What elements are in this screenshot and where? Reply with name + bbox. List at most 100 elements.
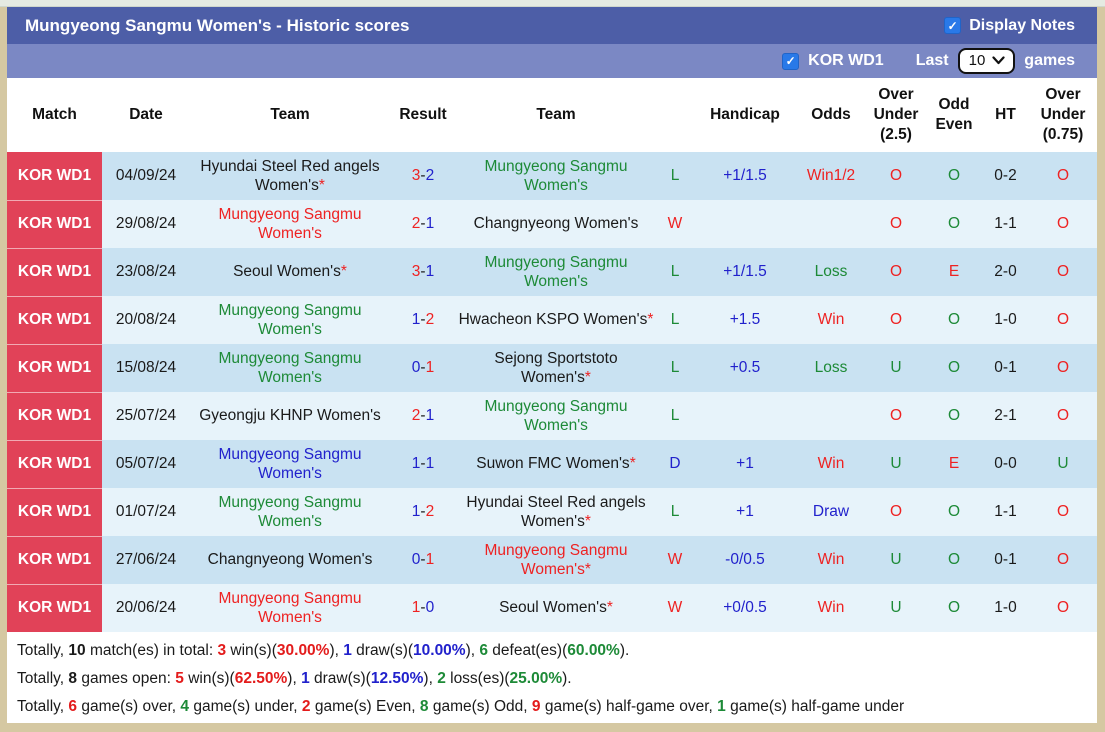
over-under-25-cell: U xyxy=(866,584,926,632)
col-odd-even: Odd Even xyxy=(926,78,982,152)
result-cell: 1-0 xyxy=(390,584,456,632)
last-games-value: 10 xyxy=(968,52,986,69)
date-cell: 01/07/24 xyxy=(102,488,190,536)
result-cell: 2-1 xyxy=(390,200,456,248)
over-under-25-cell: U xyxy=(866,344,926,392)
col-handicap: Handicap xyxy=(694,78,796,152)
wdl-cell: W xyxy=(656,536,694,584)
home-team-cell: Mungyeong Sangmu Women's xyxy=(190,488,390,536)
date-cell: 20/08/24 xyxy=(102,296,190,344)
wdl-cell: W xyxy=(656,200,694,248)
wdl-cell: L xyxy=(656,392,694,440)
odds-cell xyxy=(796,200,866,248)
away-team-cell: Seoul Women's* xyxy=(456,584,656,632)
handicap-cell: +1 xyxy=(694,488,796,536)
col-odds: Odds xyxy=(796,78,866,152)
ht-cell: 1-1 xyxy=(982,488,1029,536)
date-cell: 23/08/24 xyxy=(102,248,190,296)
home-team-cell: Mungyeong Sangmu Women's xyxy=(190,344,390,392)
over-under-075-cell: O xyxy=(1029,152,1097,200)
col-ht: HT xyxy=(982,78,1029,152)
col-match: Match xyxy=(7,78,102,152)
date-cell: 05/07/24 xyxy=(102,440,190,488)
summary-total-line: Totally, 10 match(es) in total: 3 win(s)… xyxy=(17,641,630,659)
content-panel: Mungyeong Sangmu Women's - Historic scor… xyxy=(7,7,1097,723)
handicap-cell: +1/1.5 xyxy=(694,152,796,200)
away-team-cell: Suwon FMC Women's* xyxy=(456,440,656,488)
over-under-075-cell: O xyxy=(1029,200,1097,248)
last-games-select[interactable]: 10 xyxy=(957,48,1016,74)
date-cell: 25/07/24 xyxy=(102,392,190,440)
wdl-cell: L xyxy=(656,488,694,536)
ht-cell: 0-1 xyxy=(982,344,1029,392)
over-under-075-cell: O xyxy=(1029,344,1097,392)
table-header-row: Match Date Team Result Team Handicap Odd… xyxy=(7,78,1097,152)
table-row: KOR WD1 04/09/24 Hyundai Steel Red angel… xyxy=(7,152,1097,201)
wdl-cell: L xyxy=(656,248,694,296)
table-row: KOR WD1 15/08/24 Mungyeong Sangmu Women'… xyxy=(7,344,1097,393)
match-league-cell: KOR WD1 xyxy=(7,536,102,585)
col-wdl xyxy=(656,78,694,152)
table-row: KOR WD1 01/07/24 Mungyeong Sangmu Women'… xyxy=(7,488,1097,537)
over-under-25-cell: O xyxy=(866,152,926,200)
table-row: KOR WD1 23/08/24 Seoul Women's* 3-1 Mung… xyxy=(7,248,1097,297)
match-league-cell: KOR WD1 xyxy=(7,296,102,345)
league-label: KOR WD1 xyxy=(808,52,884,69)
result-cell: 3-2 xyxy=(390,152,456,200)
handicap-cell: +1/1.5 xyxy=(694,248,796,296)
odd-even-cell: O xyxy=(926,488,982,536)
odd-even-cell: O xyxy=(926,200,982,248)
table-row: KOR WD1 20/06/24 Mungyeong Sangmu Women'… xyxy=(7,584,1097,633)
col-home-team: Team xyxy=(190,78,390,152)
handicap-cell: -0/0.5 xyxy=(694,536,796,584)
odd-even-cell: O xyxy=(926,344,982,392)
col-result: Result xyxy=(390,78,456,152)
odd-even-cell: O xyxy=(926,392,982,440)
odds-cell: Win xyxy=(796,296,866,344)
col-over-under-075: Over Under (0.75) xyxy=(1029,78,1097,152)
over-under-25-cell: O xyxy=(866,200,926,248)
ht-cell: 1-0 xyxy=(982,296,1029,344)
ht-cell: 0-1 xyxy=(982,536,1029,584)
result-cell: 1-2 xyxy=(390,488,456,536)
display-notes-checkbox[interactable]: ✓ xyxy=(944,17,962,34)
odds-cell: Win xyxy=(796,584,866,632)
page-title: Mungyeong Sangmu Women's - Historic scor… xyxy=(25,15,410,35)
date-cell: 27/06/24 xyxy=(102,536,190,584)
away-team-cell: Sejong Sportstoto Women's* xyxy=(456,344,656,392)
odds-cell: Win xyxy=(796,440,866,488)
handicap-cell: +0.5 xyxy=(694,344,796,392)
odds-cell: Draw xyxy=(796,488,866,536)
filter-toolbar: ✓ KOR WD1 Last 10 games xyxy=(7,44,1097,78)
odds-cell: Win1/2 xyxy=(796,152,866,200)
top-strip xyxy=(0,0,1105,7)
wdl-cell: L xyxy=(656,152,694,200)
over-under-075-cell: U xyxy=(1029,440,1097,488)
wdl-cell: D xyxy=(656,440,694,488)
over-under-075-cell: O xyxy=(1029,392,1097,440)
over-under-25-cell: U xyxy=(866,536,926,584)
last-label: Last xyxy=(915,52,949,69)
table-row: KOR WD1 20/08/24 Mungyeong Sangmu Women'… xyxy=(7,296,1097,345)
col-date: Date xyxy=(102,78,190,152)
odd-even-cell: O xyxy=(926,152,982,200)
odd-even-cell: E xyxy=(926,248,982,296)
ht-cell: 1-0 xyxy=(982,584,1029,632)
table-row: KOR WD1 27/06/24 Changnyeong Women's 0-1… xyxy=(7,536,1097,585)
wdl-cell: W xyxy=(656,584,694,632)
date-cell: 29/08/24 xyxy=(102,200,190,248)
ht-cell: 0-2 xyxy=(982,152,1029,200)
over-under-25-cell: O xyxy=(866,488,926,536)
home-team-cell: Mungyeong Sangmu Women's xyxy=(190,200,390,248)
display-notes-label: Display Notes xyxy=(969,16,1075,34)
historic-scores-table: Match Date Team Result Team Handicap Odd… xyxy=(7,78,1097,633)
league-checkbox[interactable]: ✓ xyxy=(782,52,800,70)
wdl-cell: L xyxy=(656,344,694,392)
away-team-cell: Hyundai Steel Red angels Women's* xyxy=(456,488,656,536)
result-cell: 0-1 xyxy=(390,344,456,392)
result-cell: 0-1 xyxy=(390,536,456,584)
over-under-25-cell: O xyxy=(866,392,926,440)
home-team-cell: Mungyeong Sangmu Women's xyxy=(190,296,390,344)
odd-even-cell: E xyxy=(926,440,982,488)
